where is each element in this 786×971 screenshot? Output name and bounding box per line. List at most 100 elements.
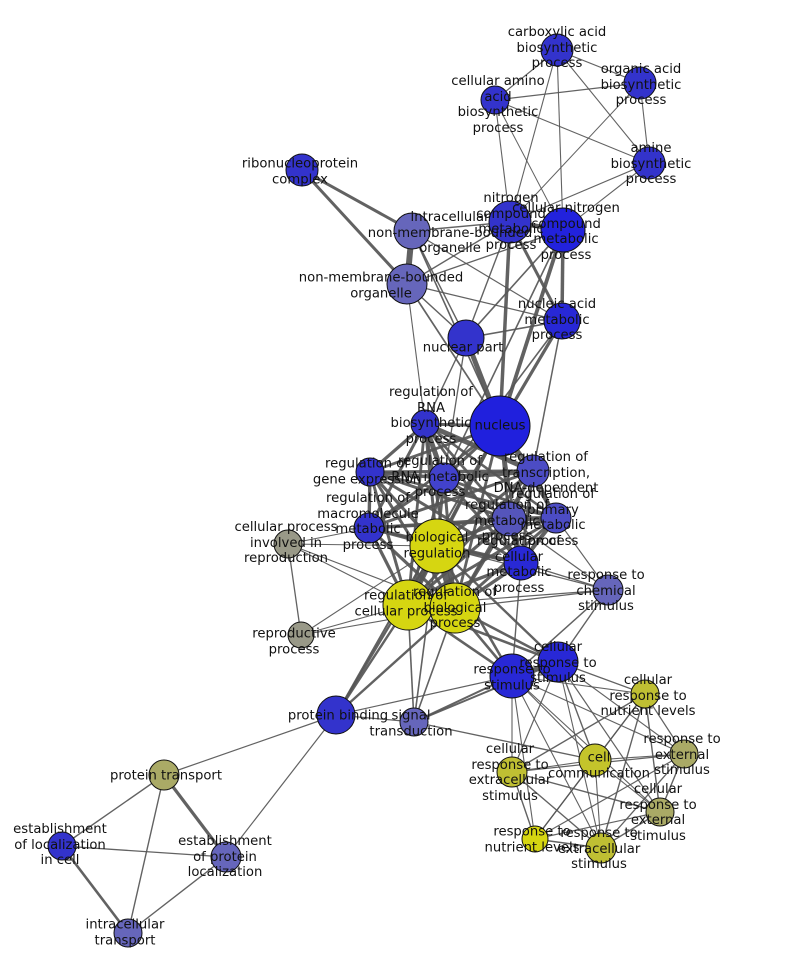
graph-edge[interactable] (494, 99, 564, 231)
graph-edge[interactable] (406, 423, 427, 606)
graph-node-establishment_of_protein_localization[interactable] (210, 841, 242, 873)
graph-edge[interactable] (454, 589, 609, 609)
graph-edge[interactable] (556, 49, 564, 231)
graph-edge[interactable] (509, 49, 558, 223)
graph-node-carboxylic_acid_biosynthetic_process[interactable] (540, 33, 574, 67)
graph-edge[interactable] (494, 82, 641, 101)
graph-edge[interactable] (335, 607, 456, 716)
graph-edge[interactable] (411, 230, 467, 339)
graph-node-regulation_of_macromolecule_metabolic_process[interactable] (353, 512, 385, 544)
graph-node-regulation_of_primary_metabolic_process[interactable] (540, 502, 572, 534)
graph-edge[interactable] (511, 675, 685, 755)
graph-edge[interactable] (60, 845, 130, 934)
graph-node-establishment_of_localization_in_cell[interactable] (47, 831, 77, 861)
graph-edge[interactable] (509, 162, 650, 223)
graph-edge[interactable] (534, 811, 661, 840)
graph-edge[interactable] (600, 753, 685, 849)
graph-edge[interactable] (287, 543, 302, 636)
graph-node-amine_biosynthetic_process[interactable] (632, 146, 666, 180)
graph-edge[interactable] (557, 661, 661, 813)
graph-node-regulation_of_rna_metabolic_process[interactable] (428, 462, 460, 494)
graph-node-regulation_of_metabolic_process[interactable] (491, 501, 527, 537)
graph-node-nitrogen_compound_metabolic_process[interactable] (488, 200, 532, 244)
graph-edge[interactable] (406, 229, 564, 285)
graph-edge[interactable] (369, 470, 522, 565)
graph-edge[interactable] (61, 774, 165, 847)
graph-node-cellular_response_to_nutrient_levels[interactable] (630, 679, 660, 709)
graph-node-cellular_nitrogen_compound_metabolic_process[interactable] (540, 207, 586, 253)
graph-node-organic_acid_biosynthetic_process[interactable] (623, 66, 657, 100)
graph-edge[interactable] (556, 49, 650, 164)
graph-node-non_membrane_bounded_organelle[interactable] (386, 263, 428, 305)
graph-node-regulation_of_transcription_dna_dependent[interactable] (516, 454, 550, 488)
graph-node-cell_communication[interactable] (578, 743, 612, 777)
graph-edge[interactable] (436, 545, 559, 663)
edges-group (60, 49, 685, 934)
graph-edge[interactable] (406, 283, 563, 322)
graph-edge[interactable] (406, 283, 426, 425)
graph-edge[interactable] (511, 771, 661, 813)
graph-node-regulation_of_rna_biosynthetic_process[interactable] (410, 409, 440, 439)
graph-node-protein_transport[interactable] (148, 759, 180, 791)
graph-edge[interactable] (367, 423, 427, 529)
graph-node-ribonucleoprotein_complex[interactable] (285, 153, 319, 187)
graph-edge[interactable] (511, 675, 602, 849)
graph-edge[interactable] (61, 845, 227, 858)
graph-node-response_to_chemical_stimulus[interactable] (592, 574, 624, 606)
graph-node-cellular_response_to_stimulus[interactable] (537, 641, 579, 683)
graph-node-nucleic_acid_metabolic_process[interactable] (543, 302, 581, 340)
graph-edge[interactable] (300, 168, 409, 286)
graph-edge[interactable] (301, 168, 413, 233)
graph-edge[interactable] (127, 774, 165, 934)
graph-node-cellular_amino_acid_biosynthetic_process[interactable] (480, 85, 510, 115)
graph-node-intracellular_transport[interactable] (113, 918, 143, 948)
graph-node-response_to_external_stimulus[interactable] (669, 739, 699, 769)
graph-edge[interactable] (411, 230, 563, 322)
graph-edge[interactable] (465, 229, 564, 339)
graph-edge[interactable] (443, 229, 564, 479)
graph-edge[interactable] (413, 545, 438, 723)
graph-edge[interactable] (369, 470, 510, 521)
graph-edge[interactable] (498, 229, 565, 427)
graph-edge[interactable] (511, 693, 646, 773)
graph-edge[interactable] (162, 774, 228, 858)
graph-edge[interactable] (511, 675, 661, 813)
graph-edge[interactable] (423, 423, 523, 564)
graph-edge[interactable] (127, 856, 227, 934)
graph-edge[interactable] (413, 721, 596, 761)
graph-node-regulation_of_cellular_process[interactable] (382, 579, 434, 631)
graph-edge[interactable] (644, 693, 661, 813)
graph-edge[interactable] (534, 759, 596, 840)
graph-node-regulation_of_cellular_metabolic_process[interactable] (503, 545, 539, 581)
graph-node-cellular_response_to_extracellular_stimulus[interactable] (496, 756, 528, 788)
graph-edge[interactable] (163, 714, 337, 776)
graph-node-nucleus[interactable] (469, 395, 531, 457)
graph-edge[interactable] (532, 320, 563, 472)
graph-edge[interactable] (335, 425, 501, 716)
graph-edge[interactable] (509, 82, 641, 223)
graph-node-regulation_of_biological_process[interactable] (429, 582, 481, 634)
graph-node-protein_binding[interactable] (316, 695, 356, 735)
graph-edge[interactable] (511, 771, 602, 849)
graph-edge[interactable] (225, 714, 337, 858)
graph-edge[interactable] (407, 516, 557, 607)
graph-edge[interactable] (498, 221, 512, 427)
graph-edge[interactable] (508, 518, 609, 591)
graph-node-regulation_of_gene_expression[interactable] (355, 457, 385, 487)
graph-edge[interactable] (600, 693, 646, 849)
graph-edge[interactable] (369, 470, 557, 520)
graph-node-nuclear_part[interactable] (447, 319, 485, 357)
graph-node-reproductive_process[interactable] (287, 621, 315, 649)
graph-node-cellular_process_involved_in_reproduction[interactable] (273, 529, 303, 559)
graph-node-response_to_extracellular_stimulus[interactable] (585, 832, 617, 864)
graph-node-signal_transduction[interactable] (399, 707, 429, 737)
graph-node-intracellular_non_membrane_bounded_organelle[interactable] (393, 212, 431, 250)
graph-node-cellular_response_to_external_stimulus[interactable] (645, 797, 675, 827)
graph-edge[interactable] (494, 99, 650, 164)
graph-edge[interactable] (534, 753, 685, 840)
graph-node-response_to_nutrient_levels[interactable] (521, 825, 549, 853)
graph-node-biological_regulation[interactable] (409, 518, 465, 574)
graph-edge[interactable] (511, 675, 536, 840)
graph-node-response_to_stimulus[interactable] (489, 653, 535, 699)
